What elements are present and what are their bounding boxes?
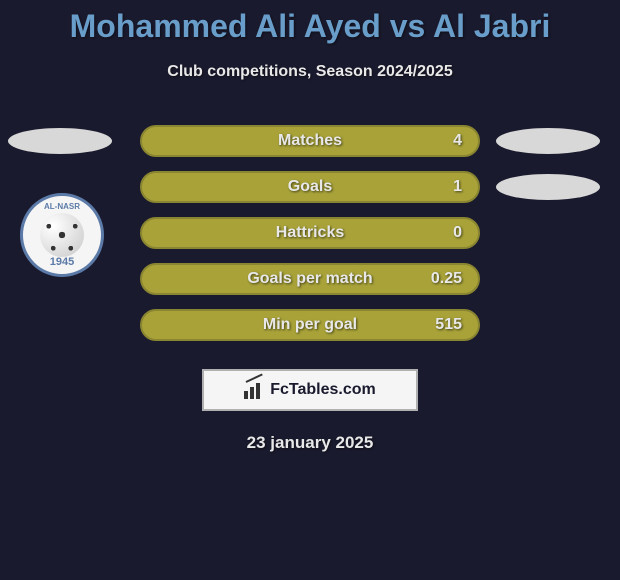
stat-bar: Hattricks 0 bbox=[140, 217, 480, 249]
source-attribution: FcTables.com bbox=[202, 369, 418, 411]
stat-label: Min per goal bbox=[263, 316, 357, 334]
stat-value: 0.25 bbox=[431, 270, 462, 288]
stat-value: 1 bbox=[453, 178, 462, 196]
stats-container: AL-NASR 1945 Matches 4 Goals 1 Hattricks… bbox=[0, 125, 620, 341]
stat-bar: Goals 1 bbox=[140, 171, 480, 203]
season-subtitle: Club competitions, Season 2024/2025 bbox=[0, 63, 620, 81]
stat-row-hattricks: Hattricks 0 bbox=[0, 217, 620, 249]
chart-icon bbox=[244, 381, 264, 399]
stat-row-min-per-goal: Min per goal 515 bbox=[0, 309, 620, 341]
comparison-title: Mohammed Ali Ayed vs Al Jabri bbox=[0, 0, 620, 45]
stat-value: 0 bbox=[453, 224, 462, 242]
source-brand: FcTables.com bbox=[270, 381, 376, 399]
badge-club-name: AL-NASR bbox=[44, 202, 80, 211]
stat-label: Goals bbox=[288, 178, 332, 196]
stat-bar: Min per goal 515 bbox=[140, 309, 480, 341]
stat-row-goals-per-match: Goals per match 0.25 bbox=[0, 263, 620, 295]
stat-row-goals: Goals 1 bbox=[0, 171, 620, 203]
stat-bar: Matches 4 bbox=[140, 125, 480, 157]
stat-bar: Goals per match 0.25 bbox=[140, 263, 480, 295]
snapshot-date: 23 january 2025 bbox=[0, 433, 620, 453]
stat-value: 515 bbox=[435, 316, 462, 334]
stat-label: Matches bbox=[278, 132, 342, 150]
stat-value: 4 bbox=[453, 132, 462, 150]
stat-row-matches: Matches 4 bbox=[0, 125, 620, 157]
stat-label: Goals per match bbox=[247, 270, 372, 288]
stat-label: Hattricks bbox=[276, 224, 344, 242]
